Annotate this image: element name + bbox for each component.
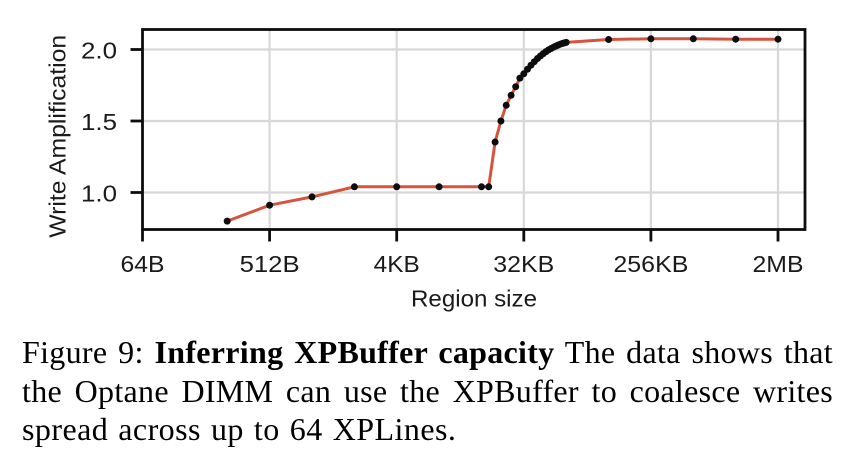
svg-text:1.5: 1.5 — [81, 109, 117, 135]
svg-text:2MB: 2MB — [753, 251, 804, 277]
svg-text:256KB: 256KB — [613, 251, 688, 277]
svg-text:1.0: 1.0 — [81, 181, 117, 207]
svg-text:2.0: 2.0 — [81, 38, 117, 64]
svg-text:Region size: Region size — [411, 286, 537, 312]
svg-text:4KB: 4KB — [374, 251, 420, 277]
svg-text:32KB: 32KB — [493, 251, 554, 277]
svg-text:64B: 64B — [121, 251, 165, 277]
svg-text:512B: 512B — [240, 251, 300, 277]
svg-text:Write Amplification: Write Amplification — [45, 35, 71, 238]
